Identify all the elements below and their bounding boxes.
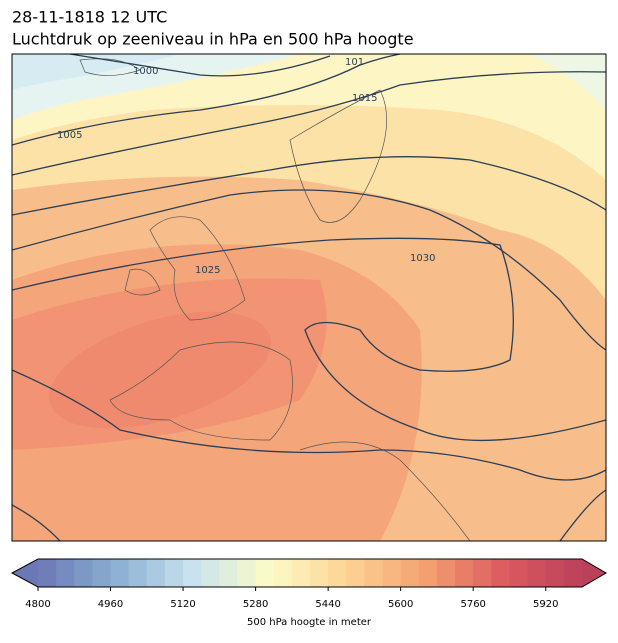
contour-label: 1000 <box>133 66 158 77</box>
colorbar-segment <box>346 559 365 587</box>
colorbar-tick-label: 4960 <box>98 599 123 610</box>
colorbar-segment <box>255 559 275 587</box>
colorbar-segment <box>310 559 329 587</box>
colorbar: 4800 4960 5120 5280 5440 5600 5760 5920 <box>10 558 607 610</box>
map-frame <box>11 53 607 542</box>
colorbar-segment <box>201 559 220 587</box>
colorbar-segment <box>545 559 565 587</box>
colorbar-segment <box>509 559 529 587</box>
colorbar-segment <box>74 559 93 587</box>
colorbar-segment <box>273 559 293 587</box>
contour-label: 1015 <box>352 93 377 104</box>
pressure-contours <box>12 54 606 541</box>
colorbar-tick-label: 5280 <box>243 599 268 610</box>
contour-label: 1005 <box>57 130 82 141</box>
colorbar-tick-label: 5920 <box>533 599 558 610</box>
colorbar-segment <box>436 559 456 587</box>
colorbar-label: 500 hPa hoogte in meter <box>247 617 372 628</box>
colorbar-segment <box>92 559 112 587</box>
colorbar-extend-low <box>12 559 38 587</box>
colorbar-segment <box>455 559 474 587</box>
colorbar-segment <box>527 559 547 587</box>
colorbar-segment <box>38 559 57 587</box>
colorbar-segment <box>491 559 510 587</box>
map <box>12 54 606 541</box>
colorbar-tick-label: 5600 <box>388 599 413 610</box>
colorbar-segment <box>237 559 257 587</box>
colorbar-tick-label: 5760 <box>460 599 485 610</box>
colorbar-segment <box>183 559 202 587</box>
colorbar-segment <box>128 559 148 587</box>
colorbar-segment <box>418 559 438 587</box>
colorbar-segment <box>328 559 347 587</box>
colorbar-segment <box>110 559 130 587</box>
colorbar-segment <box>164 559 184 587</box>
title-date: 28-11-1818 12 UTC <box>12 8 167 27</box>
colorbar-segment <box>473 559 492 587</box>
colorbar-segment <box>563 559 583 587</box>
colorbar-segment <box>219 559 238 587</box>
colorbar-segment <box>56 559 75 587</box>
title-main: Luchtdruk op zeeniveau in hPa en 500 hPa… <box>12 30 414 49</box>
colorbar-segment <box>146 559 166 587</box>
colorbar-segment <box>382 559 402 587</box>
colorbar-extend-high <box>582 559 606 587</box>
contour-label: 1025 <box>195 265 220 276</box>
colorbar-segment <box>400 559 420 587</box>
colorbar-outline <box>10 558 607 588</box>
contour-label: 1030 <box>410 253 435 264</box>
colorbar-segment <box>291 559 311 587</box>
colorbar-tick-label: 4800 <box>25 599 50 610</box>
colorbar-segment <box>364 559 384 587</box>
colorbar-tick-label: 5120 <box>170 599 195 610</box>
colorbar-tick-label: 5440 <box>315 599 340 610</box>
contour-label: 101 <box>345 57 364 68</box>
